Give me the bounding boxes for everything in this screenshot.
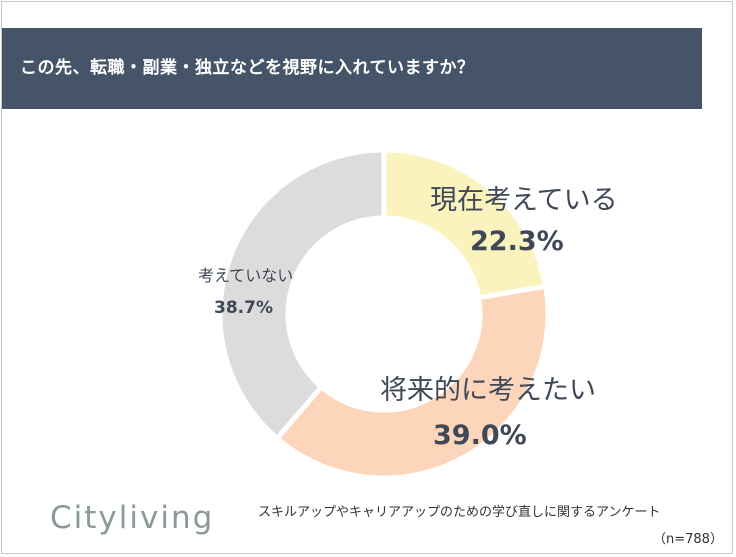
chart-title: この先、転職・副業・独立などを視野に入れていますか？ xyxy=(20,58,475,78)
cityliving-logo: Cityliving xyxy=(50,500,215,536)
slice-value-current: 22.3% xyxy=(470,226,564,257)
slice-value-not-considering: 38.7% xyxy=(214,298,273,318)
slice-future xyxy=(273,283,551,481)
slice-current xyxy=(381,147,549,301)
slice-label-future: 将来的に考えたい xyxy=(380,375,596,406)
slice-label-not-considering: 考えていない xyxy=(198,266,294,285)
header-bar: この先、転職・副業・独立などを視野に入れていますか？ xyxy=(2,28,702,109)
slice-value-future: 39.0% xyxy=(433,420,527,451)
slice-not-considering xyxy=(217,147,387,442)
slice-label-current: 現在考えている xyxy=(430,185,618,216)
sample-size: （n=788） xyxy=(653,532,723,547)
survey-note: スキルアップやキャリアアップのための学び直しに関するアンケート xyxy=(258,505,661,520)
